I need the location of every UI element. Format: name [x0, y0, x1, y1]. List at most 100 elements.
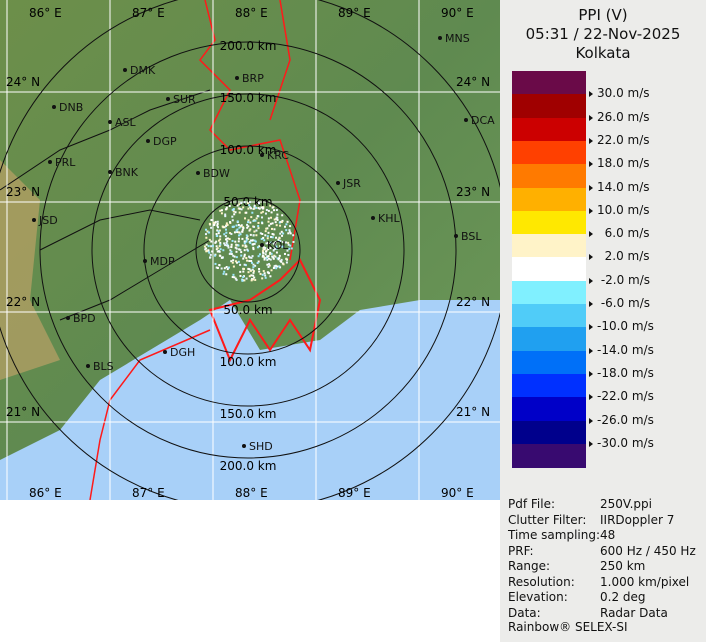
- echo-pixel: [219, 243, 222, 246]
- echo-pixel: [279, 232, 282, 235]
- station-dot: [163, 350, 167, 354]
- station-dot: [123, 68, 127, 72]
- echo-pixel: [267, 255, 270, 258]
- echo-pixel: [262, 245, 265, 248]
- legend-tick: [589, 440, 593, 447]
- echo-pixel: [243, 242, 246, 245]
- echo-pixel: [213, 223, 216, 226]
- echo-pixel: [243, 279, 246, 282]
- echo-pixel: [238, 237, 241, 240]
- echo-pixel: [279, 240, 282, 243]
- echo-pixel: [252, 263, 255, 266]
- echo-pixel: [219, 254, 222, 257]
- echo-pixel: [242, 270, 245, 273]
- legend-swatch: [512, 257, 586, 282]
- echo-pixel: [245, 240, 248, 243]
- echo-pixel: [270, 216, 273, 219]
- echo-pixel: [282, 245, 285, 248]
- echo-pixel: [214, 221, 217, 224]
- echo-pixel: [237, 260, 240, 263]
- legend-label: 22.0 m/s: [597, 132, 650, 147]
- echo-pixel: [250, 207, 253, 210]
- echo-pixel: [226, 237, 229, 240]
- echo-pixel: [214, 262, 217, 265]
- legend-label: 18.0 m/s: [597, 156, 650, 171]
- echo-pixel: [253, 242, 256, 245]
- echo-pixel: [280, 258, 283, 261]
- echo-pixel: [217, 230, 220, 233]
- echo-pixel: [261, 254, 264, 257]
- station-label: MNS: [445, 32, 470, 45]
- range-ring: [143, 145, 353, 355]
- echo-pixel: [268, 257, 271, 260]
- echo-pixel: [239, 248, 242, 251]
- echo-pixel: [247, 219, 250, 222]
- legend-swatch: [512, 397, 586, 421]
- info-key: PRF:: [508, 543, 534, 558]
- lon-label-bottom: 90° E: [441, 486, 474, 500]
- echo-pixel: [288, 230, 291, 233]
- legend-tick: [589, 114, 593, 121]
- echo-pixel: [225, 238, 228, 241]
- info-key: Elevation:: [508, 590, 568, 604]
- radar-echo: [203, 201, 295, 282]
- echo-pixel: [266, 271, 269, 274]
- echo-pixel: [255, 217, 258, 220]
- echo-pixel: [277, 258, 280, 261]
- station-label: DGP: [153, 135, 177, 148]
- echo-pixel: [272, 233, 275, 236]
- echo-pixel: [264, 212, 267, 215]
- echo-pixel: [253, 276, 256, 279]
- echo-pixel: [228, 205, 231, 208]
- echo-pixel: [249, 269, 252, 272]
- echo-pixel: [252, 274, 255, 277]
- echo-pixel: [217, 232, 220, 235]
- legend-panel: PPI (V) 05:31 / 22-Nov-2025 Kolkata 30.0…: [500, 0, 706, 642]
- echo-pixel: [285, 229, 288, 232]
- echo-pixel: [275, 247, 278, 250]
- echo-pixel: [275, 224, 278, 227]
- echo-pixel: [269, 222, 272, 225]
- echo-pixel: [251, 261, 254, 264]
- echo-pixel: [250, 274, 253, 277]
- echo-pixel: [263, 272, 266, 275]
- echo-pixel: [210, 245, 213, 248]
- echo-pixel: [250, 216, 253, 219]
- legend-swatch: [512, 373, 586, 398]
- echo-pixel: [249, 221, 252, 224]
- info-key: Time sampling:: [508, 528, 601, 542]
- legend-swatch: [512, 420, 586, 445]
- station-label: BPD: [73, 312, 96, 325]
- echo-pixel: [251, 268, 254, 271]
- station-dot: [66, 316, 70, 320]
- echo-pixel: [286, 249, 289, 252]
- echo-pixel: [249, 241, 252, 244]
- echo-pixel: [261, 273, 264, 276]
- echo-pixel: [280, 260, 283, 263]
- echo-pixel: [275, 251, 278, 254]
- echo-pixel: [261, 210, 264, 213]
- info-value: 250V.ppi: [600, 497, 652, 511]
- echo-pixel: [255, 206, 258, 209]
- echo-pixel: [275, 236, 278, 239]
- echo-pixel: [264, 234, 267, 237]
- echo-pixel: [252, 266, 255, 269]
- legend-label: -18.0 m/s: [597, 365, 654, 380]
- echo-pixel: [249, 206, 252, 209]
- echo-pixel: [261, 255, 264, 258]
- echo-pixel: [258, 270, 261, 273]
- echo-pixel: [246, 226, 249, 229]
- echo-pixel: [274, 242, 277, 245]
- lon-label-top: 89° E: [338, 6, 371, 20]
- echo-pixel: [262, 251, 265, 254]
- echo-pixel: [238, 203, 241, 206]
- legend-label: 30.0 m/s: [597, 86, 650, 101]
- echo-pixel: [216, 229, 219, 232]
- echo-pixel: [266, 237, 269, 240]
- echo-pixel: [223, 233, 226, 236]
- echo-pixel: [266, 227, 269, 230]
- echo-pixel: [232, 254, 235, 257]
- echo-pixel: [237, 223, 240, 226]
- legend-label: -30.0 m/s: [597, 435, 654, 450]
- echo-pixel: [245, 257, 248, 260]
